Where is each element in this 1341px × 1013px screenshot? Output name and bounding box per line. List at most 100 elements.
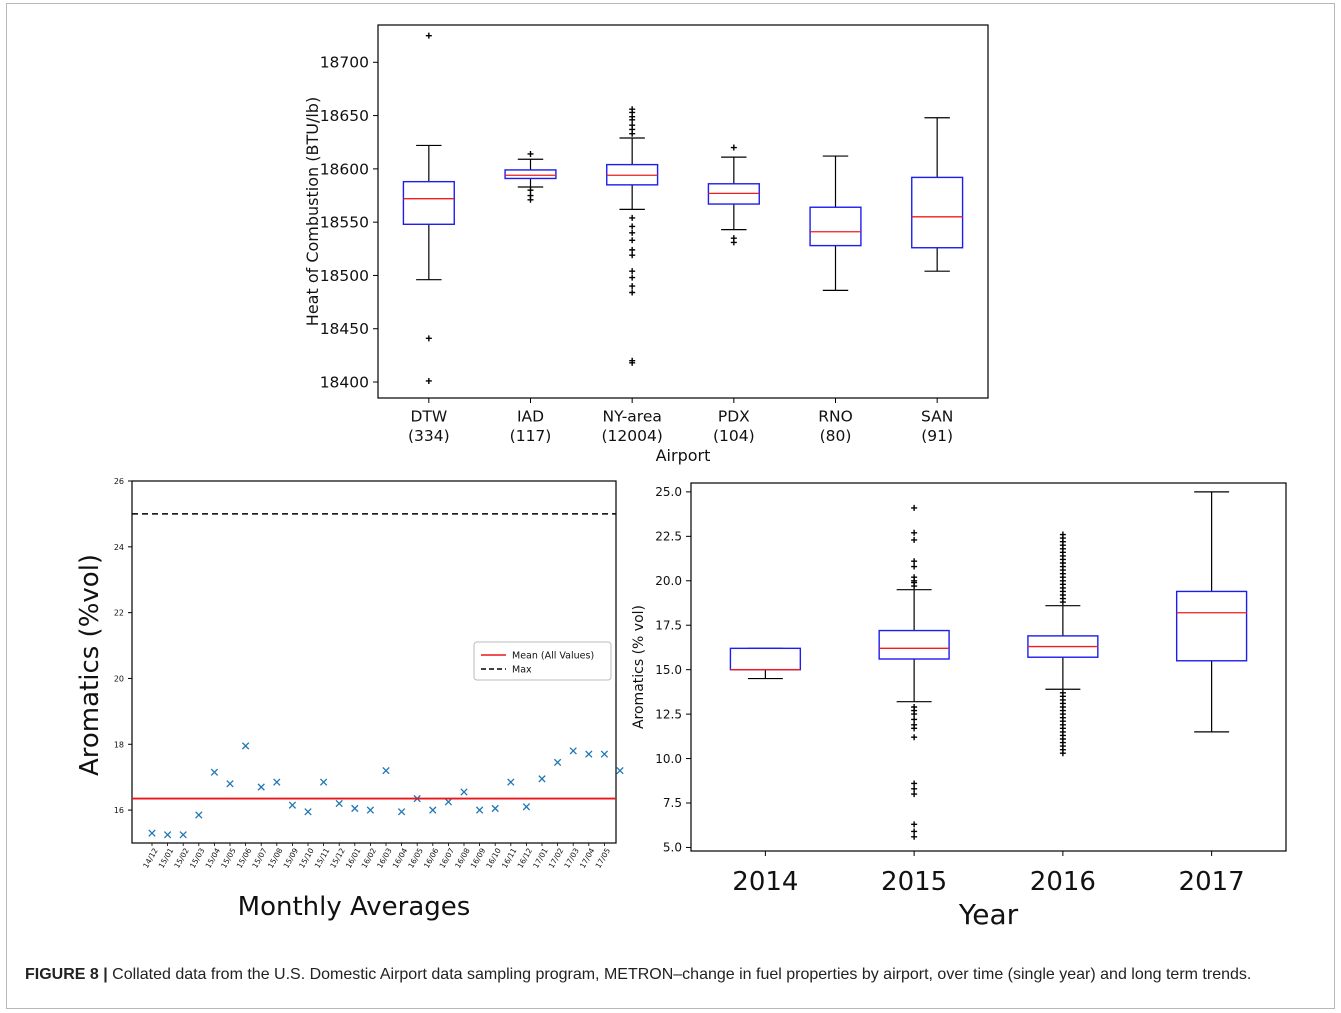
flier-marker <box>911 821 918 828</box>
year-box-1 <box>878 504 950 840</box>
year-y-tick-label: 10.0 <box>655 752 682 766</box>
flier-marker <box>629 283 636 290</box>
heat-x-tick-label: (334) <box>408 427 450 445</box>
box-iqr <box>878 629 950 660</box>
box-iqr <box>402 180 455 225</box>
heat-x-tick-label: DTW <box>410 408 447 426</box>
scatter-point <box>366 806 375 814</box>
monthly-y-tick-label: 24 <box>114 543 124 552</box>
heat-x-axis-label: Airport <box>656 446 711 465</box>
heat-x-tick-label: (12004) <box>601 427 662 445</box>
scatter-point <box>475 806 484 814</box>
year-chart: 5.0 7.5 10.0 12.5 15.0 17.5 20.0 22.5 25.0 2014 20… <box>631 482 1287 931</box>
scatter-point <box>553 758 562 767</box>
figure-caption: FIGURE 8 | Collated data from the U.S. D… <box>25 964 1315 986</box>
flier-marker <box>425 32 432 39</box>
year-x-tick-label: 2015 <box>881 867 947 897</box>
heat-x-tick-label: (117) <box>510 427 552 445</box>
heat-y-axis-label: Heat of Combustion (BTU/lb) <box>303 97 322 326</box>
scatter-point <box>273 778 281 786</box>
year-y-tick-label: 15.0 <box>655 663 682 677</box>
monthly-legend: Mean (All Values) Max <box>473 641 612 681</box>
flier-marker <box>1059 599 1066 606</box>
scatter-point <box>444 798 453 806</box>
flier-marker <box>911 785 918 792</box>
monthly-x-axis-label: Monthly Averages <box>238 892 471 922</box>
monthly-y-tick-label: 22 <box>114 609 124 618</box>
heat-box-0 <box>402 32 455 384</box>
heat-plot-area <box>377 24 989 399</box>
caption-label: FIGURE 8 | <box>25 966 108 983</box>
flier-marker <box>629 289 636 296</box>
scatter-point <box>522 803 531 811</box>
scatter-point <box>538 775 546 783</box>
monthly-y-tick-label: 26 <box>114 477 124 486</box>
scatter-point <box>382 766 390 775</box>
scatter-point <box>351 804 359 813</box>
year-y-tick-label: 22.5 <box>655 530 682 544</box>
year-x-tick-label: 2014 <box>732 867 798 897</box>
heat-box-5 <box>911 117 964 272</box>
flier-marker <box>527 196 534 203</box>
year-y-axis-label: Aromatics (% vol) <box>631 605 647 729</box>
figure-frame <box>6 3 1335 1009</box>
monthly-y-axis-label: Aromatics (%vol) <box>75 554 105 776</box>
heat-x-tick-label: RNO <box>818 408 853 426</box>
scatter-point <box>288 801 297 809</box>
flier-marker <box>730 239 737 246</box>
monthly-y-tick-label: 20 <box>114 674 124 683</box>
scatter-point <box>616 766 624 775</box>
scatter-point <box>210 768 219 776</box>
monthly-x-tick-label: 17/05 <box>594 846 613 869</box>
scatter-point <box>460 788 468 796</box>
legend-label: Max <box>512 665 532 676</box>
flier-marker <box>629 252 636 259</box>
flier-marker <box>911 711 918 718</box>
scatter-point <box>257 783 265 791</box>
box-iqr <box>809 206 862 247</box>
heat-y-tick-label: 18450 <box>320 320 369 338</box>
flier-marker <box>911 828 918 835</box>
flier-marker <box>527 150 534 157</box>
flier-marker <box>629 214 636 221</box>
flier-marker <box>911 734 918 741</box>
year-y-tick-label: 17.5 <box>655 618 682 632</box>
flier-marker <box>911 536 918 543</box>
monthly-y-tick-label: 18 <box>114 740 124 749</box>
scatter-point <box>429 806 437 814</box>
year-box-0 <box>729 647 802 680</box>
scatter-point <box>179 831 187 839</box>
scatter-point <box>195 811 203 819</box>
flier-marker <box>629 130 636 137</box>
heat-x-tick-label: (91) <box>921 427 953 445</box>
flier-marker <box>911 725 918 732</box>
heat-y-tick-label: 18700 <box>320 54 369 72</box>
flier-marker <box>425 377 432 384</box>
box-iqr <box>911 176 964 249</box>
legend-box <box>473 641 612 681</box>
scatter-point <box>491 804 499 813</box>
flier-marker <box>629 274 636 281</box>
flier-marker <box>911 583 918 590</box>
flier-marker <box>629 116 636 123</box>
heat-box-1 <box>504 150 557 203</box>
flier-marker <box>911 558 918 565</box>
heat-y-tick-label: 18550 <box>320 214 369 232</box>
flier-marker <box>911 791 918 798</box>
flier-marker <box>911 529 918 536</box>
heat-box-3 <box>707 144 760 246</box>
scatter-point <box>319 778 328 786</box>
flier-marker <box>730 144 737 151</box>
monthly-chart: 16182022242614/1215/0115/0215/0315/0415/… <box>75 477 624 922</box>
heat-x-tick-label: (104) <box>713 427 755 445</box>
flier-marker <box>425 335 432 342</box>
caption-text: Collated data from the U.S. Domestic Air… <box>107 966 1252 983</box>
box-iqr <box>729 647 802 671</box>
scatter-point <box>241 742 250 750</box>
flier-marker <box>911 716 918 723</box>
flier-marker <box>629 246 636 253</box>
box-iqr <box>1175 590 1248 662</box>
flier-marker <box>629 229 636 236</box>
year-y-tick-label: 20.0 <box>655 574 682 588</box>
